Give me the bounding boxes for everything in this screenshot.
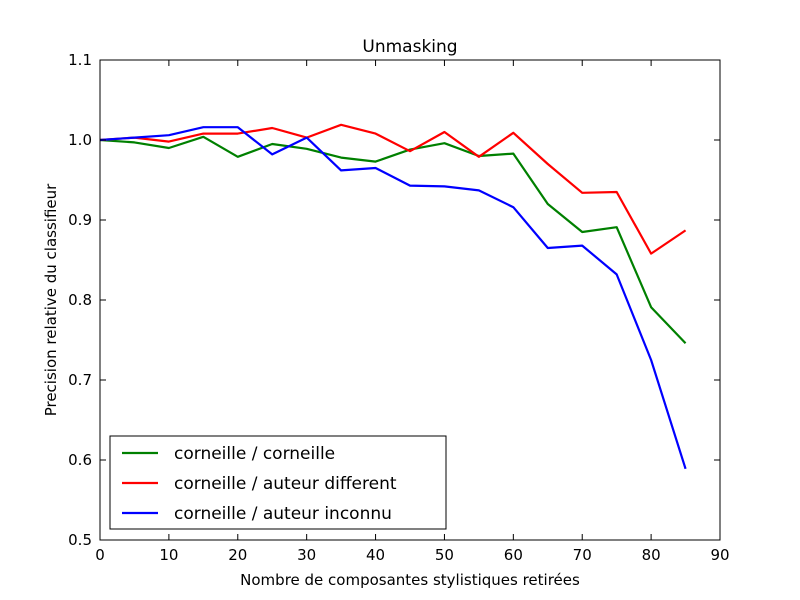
legend-frame bbox=[109, 435, 447, 530]
legend-label: corneille / auteur inconnu bbox=[174, 504, 392, 524]
x-tick-label: 10 bbox=[159, 546, 178, 564]
y-tick-label: 1.1 bbox=[68, 51, 92, 69]
y-tick-labels: 0.5 0.6 0.7 0.8 0.9 1.0 1.1 bbox=[68, 51, 92, 549]
x-tick-label: 0 bbox=[95, 546, 105, 564]
x-tick-label: 70 bbox=[573, 546, 592, 564]
y-tick-label: 0.5 bbox=[68, 531, 92, 549]
x-tick-label: 40 bbox=[366, 546, 385, 564]
y-tick-label: 1.0 bbox=[68, 131, 92, 149]
x-tick-label: 50 bbox=[435, 546, 454, 564]
series-line-1 bbox=[99, 135, 687, 344]
y-ticks bbox=[100, 59, 720, 541]
x-tick-label: 20 bbox=[228, 546, 247, 564]
x-tick-label: 90 bbox=[710, 546, 729, 564]
y-tick-label: 0.9 bbox=[68, 211, 92, 229]
legend-label: corneille / corneille bbox=[174, 444, 335, 464]
y-tick-label: 0.7 bbox=[68, 371, 92, 389]
y-axis-label: Precision relative du classifieur bbox=[42, 183, 60, 416]
legend-label: corneille / auteur different bbox=[174, 474, 397, 494]
series-lines bbox=[99, 123, 687, 470]
legend: corneille / corneille corneille / auteur … bbox=[109, 435, 447, 530]
x-tick-label: 80 bbox=[642, 546, 661, 564]
y-tick-label: 0.8 bbox=[68, 291, 92, 309]
series-line-2 bbox=[99, 123, 687, 255]
y-tick-label: 0.6 bbox=[68, 451, 92, 469]
x-axis-label: Nombre de composantes stylistiques retir… bbox=[240, 571, 580, 589]
x-ticks bbox=[99, 60, 721, 540]
series-line-3 bbox=[99, 126, 687, 470]
x-tick-label: 60 bbox=[504, 546, 523, 564]
legend-entries: corneille / corneille corneille / auteur … bbox=[122, 444, 397, 524]
x-tick-labels: 0 10 20 30 40 50 60 70 80 90 bbox=[95, 546, 729, 564]
chart-title: Unmasking bbox=[362, 37, 457, 57]
x-tick-label: 30 bbox=[297, 546, 316, 564]
